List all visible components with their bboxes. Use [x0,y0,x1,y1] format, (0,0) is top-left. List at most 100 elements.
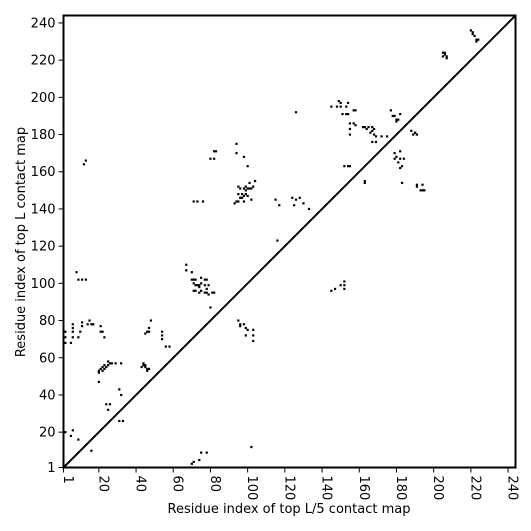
contact-point [84,278,87,281]
contact-point [200,276,203,279]
contact-point [235,152,238,155]
contact-point [86,323,89,326]
contact-point [99,325,102,328]
contact-point [399,166,402,170]
contact-point [64,341,67,344]
contact-point [291,196,294,199]
contact-point [346,165,350,168]
contact-point [386,135,389,138]
contact-point [345,105,348,108]
contact-point [90,323,93,326]
contact-point [276,239,279,242]
contact-point [343,284,346,287]
contact-point [214,150,218,153]
contact-point [399,157,402,160]
contact-point [192,460,195,464]
contact-point [354,109,357,112]
contact-point [81,325,84,328]
contact-point [146,369,149,372]
contact-point [346,112,350,116]
contact-point [194,289,197,292]
contact-point [337,99,340,103]
contact-point [142,364,145,367]
contact-point [345,112,348,116]
contact-point [471,31,474,34]
contact-point [397,161,400,164]
contact-point [147,326,151,330]
contact-point [77,438,80,441]
contact-point [69,341,73,344]
contact-point [400,181,404,185]
y-tick-label: 220 [31,54,56,69]
x-tick-label: 60 [170,476,185,493]
contact-point [118,388,121,391]
contact-point [71,326,74,330]
contact-point [250,198,253,201]
contact-point [101,369,104,372]
contact-point [393,157,396,160]
contact-point [397,118,400,121]
contact-point [200,451,203,454]
contact-point [413,131,417,134]
x-tick-label: 240 [505,476,520,501]
contact-point [343,287,346,291]
contact-point [371,140,374,144]
contact-point [205,278,208,281]
contact-point [242,155,246,158]
contact-point [237,319,240,322]
contact-point [121,419,125,423]
contact-point [343,280,346,283]
contact-point [346,101,350,105]
contact-point [160,330,164,333]
contact-point [348,133,352,136]
contact-point [140,365,143,369]
x-tick-label: 100 [244,476,259,501]
x-tick-label: 80 [207,476,222,493]
contact-point [415,185,419,188]
contact-point [209,157,212,160]
contact-point [79,330,82,333]
contact-point [415,183,419,186]
contact-point [194,278,197,281]
contact-point [443,53,446,56]
contact-point [88,319,91,322]
contact-point [246,328,249,331]
contact-point [120,393,123,397]
contact-point [92,323,95,326]
contact-point [443,51,446,54]
x-tick-label: 20 [95,476,110,493]
contact-point [105,403,108,406]
contact-point [107,364,110,367]
x-tick-label: 160 [356,476,371,501]
contact-point [339,284,342,287]
contact-point [192,289,195,292]
contact-point [118,419,121,423]
contact-point [81,278,84,281]
contact-point [147,330,151,333]
contact-point [402,157,405,160]
contact-point [352,109,355,112]
contact-point [192,200,195,203]
contact-point [147,367,151,371]
contact-point [475,38,478,41]
contact-point [333,287,337,291]
contact-point [149,319,153,322]
y-tick-label: 120 [31,240,56,255]
contact-point [348,122,352,125]
contact-point [330,105,333,108]
contact-point [393,152,396,155]
contact-point [373,127,376,131]
contact-point [84,159,87,162]
contact-point [114,362,117,365]
contact-point [419,189,422,192]
contact-point [252,328,255,331]
contact-point [248,181,251,185]
plot-area [62,14,517,469]
contact-point [82,163,86,166]
contact-point [471,33,474,36]
y-tick-label: 40 [39,388,56,403]
contact-point [242,200,246,203]
contact-point [395,120,398,123]
contact-point [108,362,112,365]
contact-point [244,326,247,330]
